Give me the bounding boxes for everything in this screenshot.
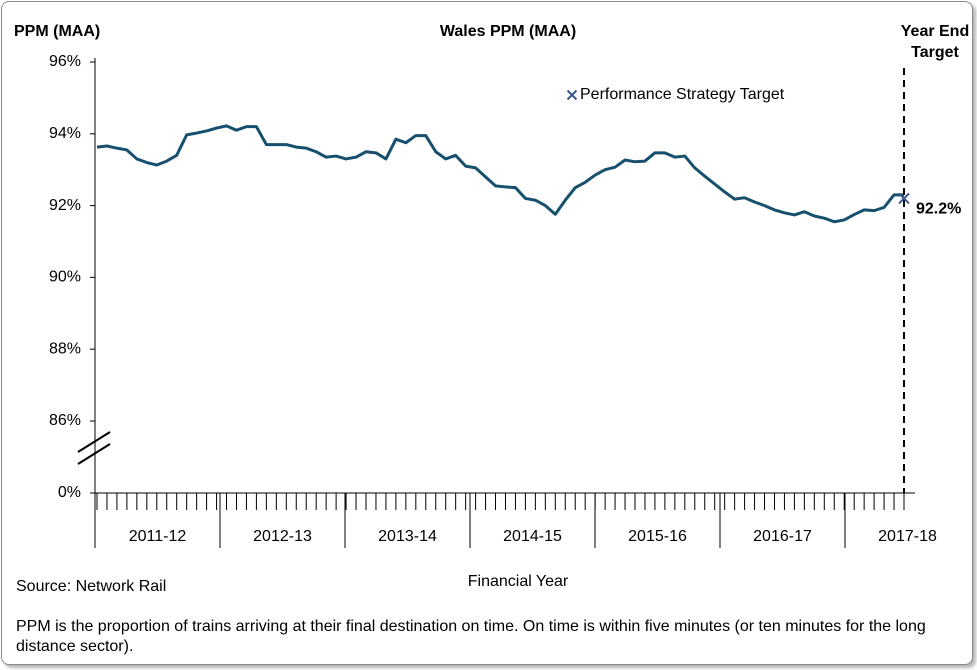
chart-title: Wales PPM (MAA): [440, 23, 576, 40]
x-tick-label: 2017-18: [878, 528, 937, 545]
y-tick-label: 92%: [49, 197, 81, 214]
legend-label: Performance Strategy Target: [580, 86, 785, 103]
axis-break: [77, 431, 111, 453]
target-marker: [898, 192, 910, 205]
data-line: [96, 124, 904, 224]
x-axis-label: Financial Year: [468, 573, 569, 590]
x-tick-label: 2013-14: [378, 528, 437, 545]
y-tick-label: 94%: [49, 125, 81, 142]
y-tick-label: 96%: [49, 53, 81, 70]
target-cross: [898, 192, 910, 205]
x-tick-label: 2014-15: [503, 528, 562, 545]
y-axis-label: PPM (MAA): [14, 23, 100, 40]
y-tick-label: 88%: [49, 340, 81, 357]
y-tick-label: 90%: [49, 269, 81, 286]
axis-break: [77, 443, 111, 465]
x-tick-label: 2016-17: [753, 528, 812, 545]
target-label: Target: [911, 44, 959, 61]
target-value-label: 92.2%: [916, 201, 961, 218]
source: Source: Network Rail: [16, 578, 166, 595]
target-label: Year End: [901, 23, 969, 40]
y-tick-label: 86%: [49, 412, 81, 429]
legend-marker: [566, 89, 578, 101]
footnote: PPM is the proportion of trains arriving…: [16, 618, 926, 655]
x-tick-label: 2015-16: [628, 528, 687, 545]
x-tick-label: 2012-13: [253, 528, 312, 545]
x-tick-label: 2011-12: [129, 528, 187, 545]
y-tick-label: 0%: [58, 484, 81, 501]
